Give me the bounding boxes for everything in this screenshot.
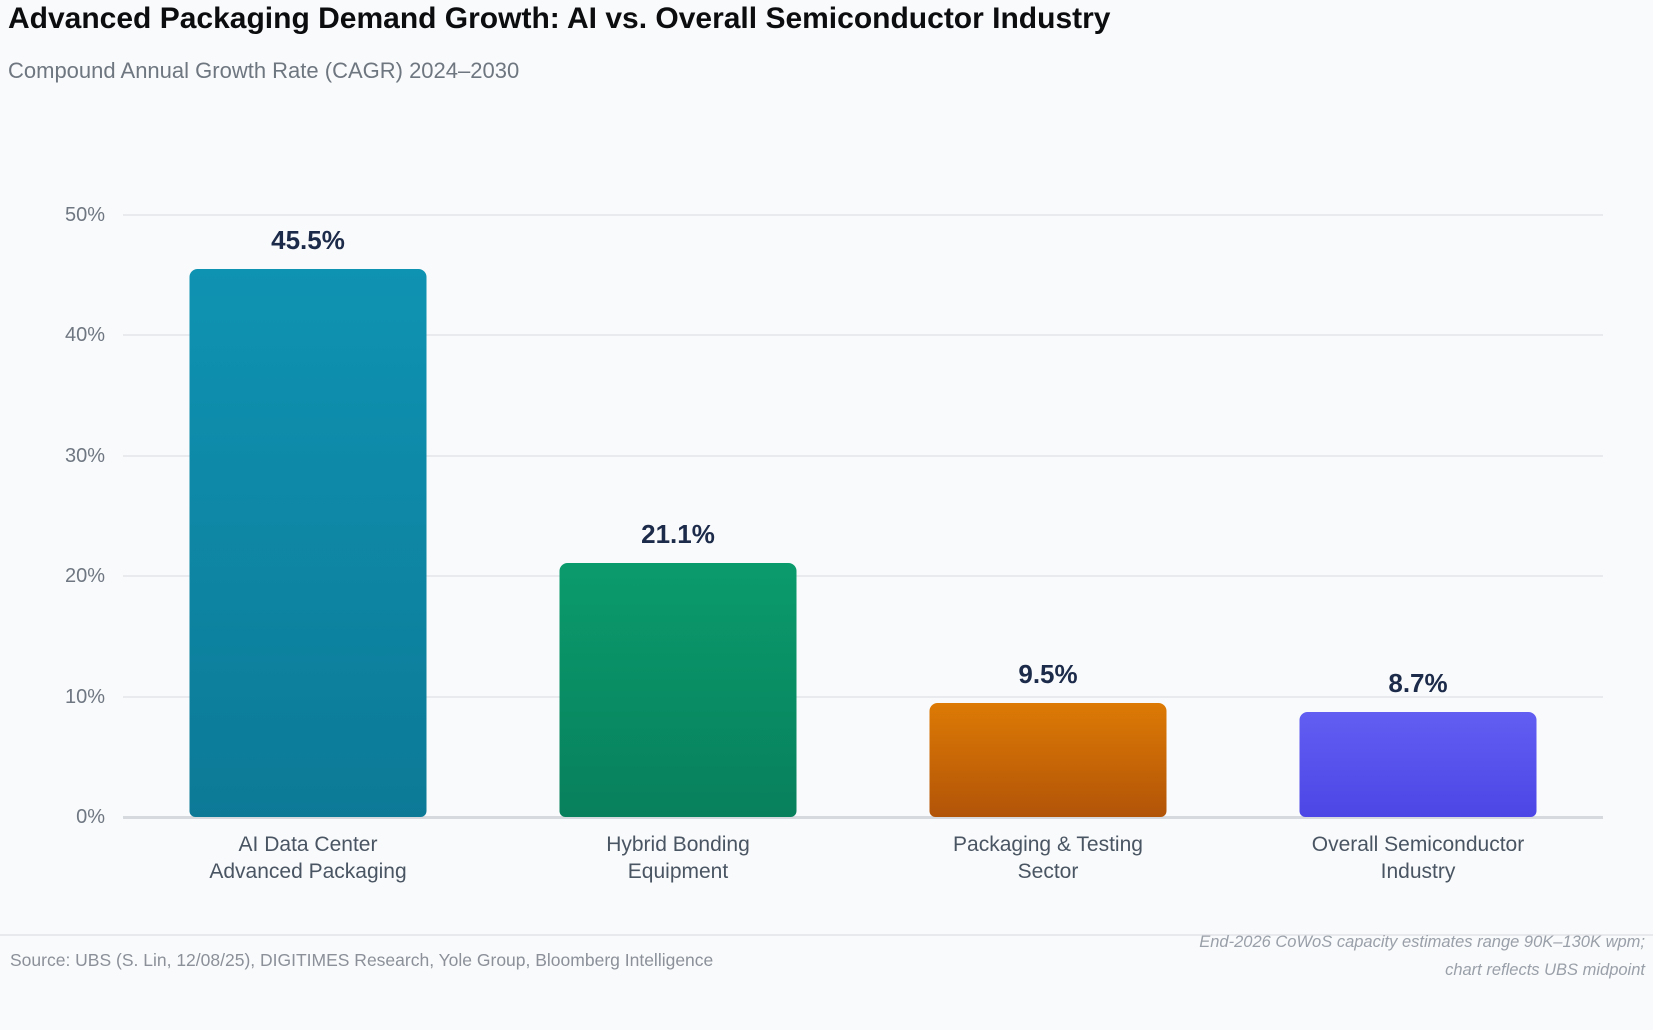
gridline: [123, 454, 1603, 457]
page-subtitle: Compound Annual Growth Rate (CAGR) 2024–…: [8, 58, 520, 83]
y-tick-label: 10%: [64, 685, 105, 708]
y-axis: 50% 40% 30% 20% 10% 0%: [0, 204, 105, 828]
value-label: 21.1%: [641, 518, 715, 549]
gridline: [123, 816, 1603, 819]
x-category-label: AI Data Center Advanced Packaging: [123, 831, 493, 885]
y-tick-label: 0%: [76, 806, 105, 828]
bar-slot: 21.1%: [493, 215, 863, 817]
value-label: 9.5%: [1018, 658, 1078, 689]
x-category-label-line: Overall Semiconductor: [1311, 833, 1525, 856]
x-category-label: Packaging & Testing Sector: [863, 831, 1233, 885]
x-category-label-line: Industry: [1380, 860, 1456, 883]
bar-slot: 8.7%: [1233, 215, 1603, 817]
x-category-label-line: AI Data Center: [238, 833, 378, 856]
x-category-label-line: Hybrid Bonding: [606, 833, 750, 856]
x-axis-labels: AI Data Center Advanced Packaging Hybrid B…: [123, 831, 1603, 885]
footnote-line-2: chart reflects UBS midpoint: [1445, 961, 1645, 979]
x-category-label-line: Sector: [1017, 860, 1079, 883]
y-tick-label: 50%: [64, 204, 105, 226]
x-category-label: Overall Semiconductor Industry: [1233, 831, 1603, 885]
value-label: 8.7%: [1388, 668, 1448, 699]
source-text: Source: UBS (S. Lin, 12/08/25), DIGITIME…: [10, 950, 714, 970]
x-category-label-line: Advanced Packaging: [209, 860, 407, 883]
gridline: [123, 334, 1603, 337]
gridline: [123, 695, 1603, 698]
x-category-label-line: Equipment: [627, 860, 729, 883]
footnote: End-2026 CoWoS capacity estimates range …: [1199, 928, 1645, 984]
bar: [559, 562, 797, 817]
gridline: [123, 575, 1603, 578]
x-category-label-line: Packaging & Testing: [953, 833, 1143, 856]
bar-slot: 45.5%: [123, 215, 493, 817]
y-tick-label: 30%: [64, 444, 105, 467]
value-label: 45.5%: [271, 225, 345, 256]
footer-divider: [0, 934, 1653, 936]
bar: [929, 702, 1167, 817]
y-tick-label: 20%: [64, 565, 105, 588]
bar: [189, 269, 427, 817]
page-title: Advanced Packaging Demand Growth: AI vs.…: [8, 2, 1111, 35]
plot-area: 45.5% 21.1% 9.5% 8.7%: [123, 214, 1603, 819]
y-tick-label: 40%: [64, 324, 105, 347]
bar-slots: 45.5% 21.1% 9.5% 8.7%: [123, 215, 1603, 817]
bar-slot: 9.5%: [863, 215, 1233, 817]
gridline: [123, 214, 1603, 216]
footnote-line-1: End-2026 CoWoS capacity estimates range …: [1199, 933, 1645, 951]
bar: [1299, 712, 1537, 817]
x-category-label: Hybrid Bonding Equipment: [493, 831, 863, 885]
